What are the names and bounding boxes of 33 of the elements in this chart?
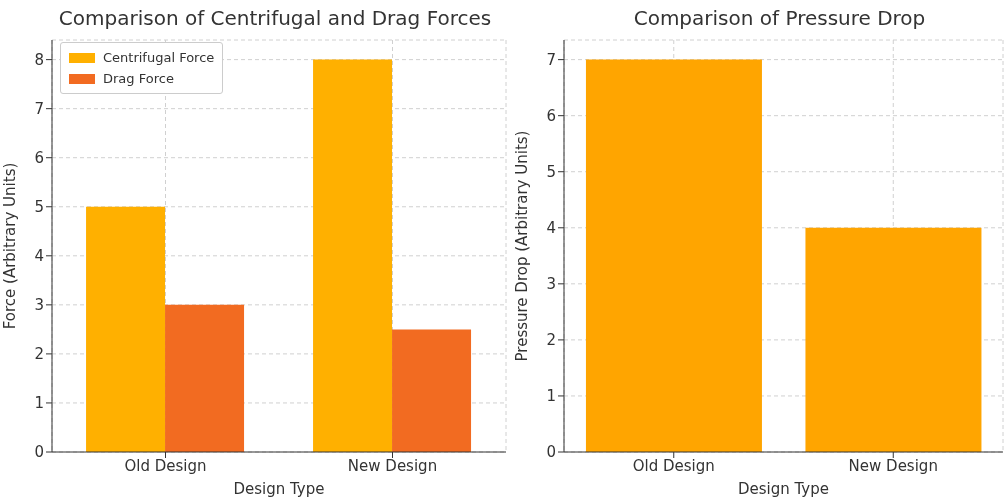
y-tick-label: 5 — [34, 198, 44, 217]
x-tick-label: Old Design — [632, 456, 715, 475]
x-tick-label: New Design — [848, 456, 938, 475]
y-tick-label: 1 — [546, 387, 556, 406]
y-tick-label: 3 — [546, 275, 556, 294]
legend-label: Centrifugal Force — [103, 49, 215, 67]
bar — [86, 206, 166, 452]
y-tick-label: 3 — [34, 296, 44, 315]
y-tick-label: 1 — [34, 394, 44, 413]
bar — [392, 329, 472, 452]
chart-title: Comparison of Centrifugal and Drag Forces — [57, 6, 493, 30]
legend-label: Drag Force — [103, 70, 174, 88]
y-tick-label: 7 — [546, 50, 556, 69]
y-tick-label: 5 — [546, 163, 556, 182]
x-tick-label: New Design — [347, 456, 438, 475]
bar — [313, 59, 393, 452]
bar — [165, 304, 245, 452]
chart-title: Comparison of Pressure Drop — [632, 6, 927, 30]
y-tick-label: 2 — [546, 331, 556, 350]
y-tick-label: 4 — [34, 247, 44, 266]
y-tick-label: 2 — [34, 345, 44, 364]
y-tick-label: 8 — [34, 50, 44, 69]
x-axis-title: Design Type — [233, 480, 325, 497]
x-tick-label: Old Design — [124, 456, 207, 475]
y-tick-label: 7 — [34, 99, 44, 118]
y-tick-label: 0 — [546, 443, 556, 462]
y-tick-label: 0 — [34, 443, 44, 462]
y-tick-label: 4 — [546, 219, 556, 238]
x-axis-title: Design Type — [737, 480, 830, 497]
y-tick-label: 6 — [34, 149, 44, 168]
y-axis-title: Pressure Drop (Arbitrary Units) — [513, 130, 532, 362]
y-axis-title: Force (Arbitrary Units) — [1, 162, 20, 330]
y-tick-label: 6 — [546, 107, 556, 125]
